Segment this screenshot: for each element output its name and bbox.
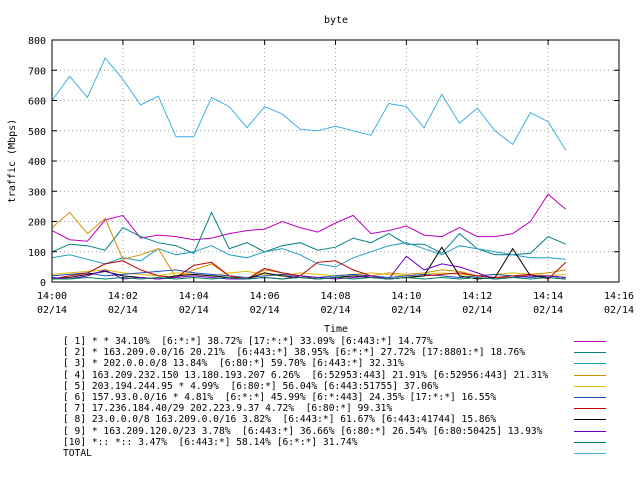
legend-entry: [ 6] 157.93.0.0/16 * 4.81% [6:*:*] 45.99… [0, 392, 640, 403]
legend-entry: [ 7] 17.236.184.40/29 202.223.9.37 4.72%… [0, 403, 640, 414]
legend-label: [ 9] * 163.209.120.0/23 3.78% [6:443:*] … [63, 425, 543, 437]
legend-label: TOTAL [63, 448, 92, 459]
x-tick-date-label: 02/14 [320, 305, 350, 316]
x-tick-date-label: 02/14 [179, 305, 209, 316]
x-tick-date-label: 02/14 [391, 305, 421, 316]
y-tick-label: 300 [28, 187, 46, 198]
legend-entry: [10] *:: *:: 3.47% [6:443:*] 58.14% [6:*… [0, 437, 640, 448]
series-line-9 [51, 255, 566, 280]
series-line-1 [51, 193, 567, 242]
x-tick-time-label: 14:16 [604, 291, 634, 302]
x-axis-label: Time [324, 324, 348, 335]
series-line-11 [51, 57, 567, 151]
y-tick-label: 600 [28, 97, 46, 108]
legend-entry: [ 2] * 163.209.0.0/16 20.21% [6:443:*] 3… [0, 347, 640, 358]
legend-swatch [574, 363, 606, 365]
x-tick-date-label: 02/14 [250, 305, 280, 316]
legend-swatch [574, 419, 606, 421]
legend-swatch [574, 341, 606, 342]
x-tick-date-label: 02/14 [462, 305, 492, 316]
legend-label: [ 3] * 202.0.0.0/8 13.84% [6:80:*] 59.70… [63, 358, 404, 370]
x-tick-time-label: 14:14 [533, 291, 563, 302]
legend-swatch [574, 441, 606, 443]
y-tick-label: 100 [28, 248, 46, 259]
y-tick-label: 0 [40, 278, 46, 289]
x-tick-time-label: 14:10 [391, 291, 421, 302]
legend-swatch [574, 374, 606, 376]
x-tick-time-label: 14:00 [37, 291, 67, 302]
y-tick-label: 400 [28, 157, 46, 168]
legend-entry: [ 4] 163.209.232.150 13.180.193.207 6.26… [0, 370, 640, 381]
legend-entry: TOTAL [0, 448, 640, 459]
series-line-2 [51, 211, 566, 256]
y-tick-label: 700 [28, 66, 46, 77]
chart-title: byte [324, 15, 348, 26]
legend-entry: [ 1] * * 34.10% [6:*:*] 38.72% [17:*:*] … [0, 336, 640, 347]
legend-label: [10] *:: *:: 3.47% [6:443:*] 58.14% [6:*… [63, 436, 358, 448]
x-tick-date-label: 02/14 [533, 305, 563, 316]
gridlines [52, 40, 619, 282]
legend-entry: [ 9] * 163.209.120.0/23 3.78% [6:443:*] … [0, 426, 640, 437]
series-line-10 [52, 276, 566, 280]
legend-swatch [574, 397, 606, 398]
y-tick-label: 800 [28, 36, 46, 47]
legend-swatch [574, 430, 606, 432]
x-tick-date-label: 02/14 [37, 305, 67, 316]
series-line-7 [51, 260, 567, 280]
legend-label: [ 1] * * 34.10% [6:*:*] 38.72% [17:*:*] … [63, 336, 433, 347]
legend-label: [ 6] 157.93.0.0/16 * 4.81% [6:*:*] 45.99… [63, 392, 497, 403]
x-tick-date-label: 02/14 [108, 305, 138, 316]
x-tick-time-label: 14:12 [462, 291, 492, 302]
legend-entry: [ 3] * 202.0.0.0/8 13.84% [6:80:*] 59.70… [0, 358, 640, 369]
legend-swatch [574, 352, 606, 354]
y-axis-ticks: 0 100 200 300 400 500 600 700 800 [28, 36, 619, 289]
legend-label: [ 7] 17.236.184.40/29 202.223.9.37 4.72%… [63, 403, 393, 415]
series-line-3 [51, 242, 566, 268]
y-tick-label: 500 [28, 127, 46, 138]
series-lines [51, 57, 567, 280]
legend-swatch [574, 453, 606, 454]
y-tick-label: 200 [28, 218, 46, 229]
x-tick-time-label: 14:08 [320, 291, 350, 302]
legend-label: [ 5] 203.194.244.95 * 4.99% [6:80:*] 56.… [63, 380, 439, 392]
y-axis-label: traffic (Mbps) [7, 119, 18, 203]
legend-label: [ 8] 23.0.0.0/8 163.209.0.0/16 3.82% [6:… [63, 414, 497, 426]
x-tick-time-label: 14:06 [250, 291, 280, 302]
legend-label: [ 4] 163.209.232.150 13.180.193.207 6.26… [63, 369, 549, 381]
x-axis-ticks: 14:00 02/14 14:02 02/14 14:04 02/14 14:06 02/14… [37, 40, 634, 316]
legend-swatch [574, 408, 606, 410]
legend-entry: [ 5] 203.194.244.95 * 4.99% [6:80:*] 56.… [0, 381, 640, 392]
x-tick-date-label: 02/14 [604, 305, 634, 316]
x-tick-time-label: 14:04 [179, 291, 209, 302]
legend-swatch [574, 385, 606, 387]
x-tick-time-label: 14:02 [108, 291, 138, 302]
legend-entry: [ 8] 23.0.0.0/8 163.209.0.0/16 3.82% [6:… [0, 414, 640, 425]
legend-label: [ 2] * 163.209.0.0/16 20.21% [6:443:*] 3… [63, 347, 526, 359]
